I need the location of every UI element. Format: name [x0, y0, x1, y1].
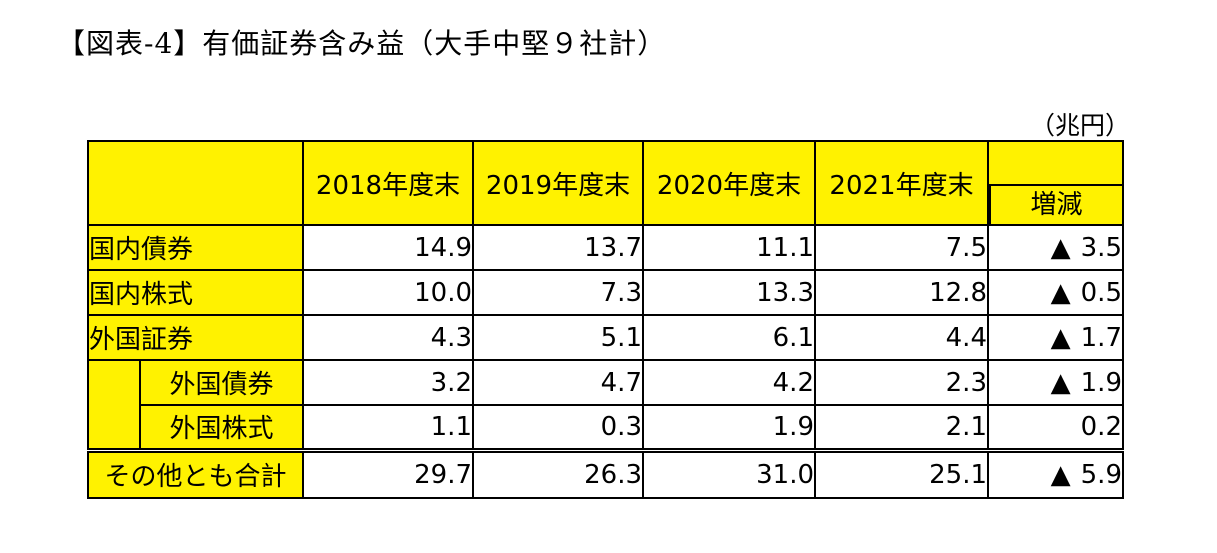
table-row-foreign-securities: 外国証券 4.3 5.1 6.1 4.4 ▲ 1.7: [87, 314, 1124, 361]
change-value: 0.5: [1080, 277, 1122, 308]
value-cell: 1.1: [302, 404, 474, 451]
value-cell: 13.7: [472, 224, 644, 271]
value-cell: 10.0: [302, 269, 474, 316]
column-header-change-cell: 増減: [987, 140, 1124, 226]
indent-spacer-cell: [87, 359, 141, 451]
value-cell: 26.3: [472, 447, 644, 499]
row-label-foreign-securities: 外国証券: [87, 314, 304, 361]
column-header-2021: 2021年度末: [814, 140, 989, 226]
decrease-marker: ▲: [1050, 459, 1071, 490]
column-header-change: 増減: [990, 184, 1121, 223]
table-row-total: その他とも合計 29.7 26.3 31.0 25.1 ▲ 5.9: [87, 447, 1124, 499]
change-cell: ▲ 1.9: [987, 359, 1124, 406]
table-row-foreign-stocks: 外国株式 1.1 0.3 1.9 2.1 0.2: [88, 404, 1124, 451]
row-label-total: その他とも合計: [87, 447, 304, 499]
value-cell: 11.1: [642, 224, 816, 271]
change-value: 1.7: [1080, 322, 1122, 353]
value-cell: 29.7: [302, 447, 474, 499]
row-label-foreign-stocks: 外国株式: [139, 404, 304, 451]
value-cell: 1.9: [642, 404, 816, 451]
column-header-2020: 2020年度末: [642, 140, 816, 226]
change-cell: ▲ 0.5: [987, 269, 1124, 316]
value-cell: 0.3: [472, 404, 644, 451]
change-cell: ▲ 3.5: [987, 224, 1124, 271]
row-label-domestic-stocks: 国内株式: [87, 269, 304, 316]
decrease-marker: ▲: [1050, 277, 1071, 308]
value-cell: 5.1: [472, 314, 644, 361]
value-cell: 7.3: [472, 269, 644, 316]
value-cell: 6.1: [642, 314, 816, 361]
header-corner-cell: [87, 140, 304, 226]
change-value: 3.5: [1080, 232, 1122, 263]
value-cell: 14.9: [302, 224, 474, 271]
value-cell: 2.3: [814, 359, 989, 406]
unit-label: （兆円）: [1030, 111, 1131, 140]
value-cell: 2.1: [814, 404, 989, 451]
row-label-foreign-bonds: 外国債券: [139, 359, 304, 406]
row-label-domestic-bonds: 国内債券: [87, 224, 304, 271]
change-cell: ▲ 1.7: [987, 314, 1124, 361]
value-cell: 12.8: [814, 269, 989, 316]
change-cell: 0.2: [987, 404, 1124, 451]
change-cell: ▲ 5.9: [987, 447, 1124, 499]
value-cell: 4.7: [472, 359, 644, 406]
table-row-domestic-stocks: 国内株式 10.0 7.3 13.3 12.8 ▲ 0.5: [87, 269, 1124, 316]
value-cell: 13.3: [642, 269, 816, 316]
table-row-foreign-bonds: 外国債券 3.2 4.7 4.2 2.3 ▲ 1.9: [87, 359, 1124, 451]
data-table: 2018年度末 2019年度末 2020年度末 2021年度末 増減 国内債券 …: [87, 140, 1124, 499]
decrease-marker: ▲: [1050, 232, 1071, 263]
change-value: 1.9: [1080, 367, 1122, 398]
value-cell: 4.3: [302, 314, 474, 361]
value-cell: 25.1: [814, 447, 989, 499]
value-cell: 3.2: [302, 359, 474, 406]
column-header-2019: 2019年度末: [472, 140, 644, 226]
decrease-marker: ▲: [1050, 322, 1071, 353]
value-cell: 31.0: [642, 447, 816, 499]
column-header-2018: 2018年度末: [302, 140, 474, 226]
value-cell: 4.2: [642, 359, 816, 406]
table-row-domestic-bonds: 国内債券 14.9 13.7 11.1 7.5 ▲ 3.5: [87, 224, 1124, 271]
value-cell: 7.5: [814, 224, 989, 271]
value-cell: 4.4: [814, 314, 989, 361]
chart-title: 【図表-4】有価証券含み益（大手中堅９社計）: [57, 27, 667, 60]
header-row: 2018年度末 2019年度末 2020年度末 2021年度末 増減: [87, 140, 1124, 226]
change-value: 0.2: [1080, 411, 1122, 442]
change-value: 5.9: [1080, 459, 1122, 490]
decrease-marker: ▲: [1050, 367, 1071, 398]
